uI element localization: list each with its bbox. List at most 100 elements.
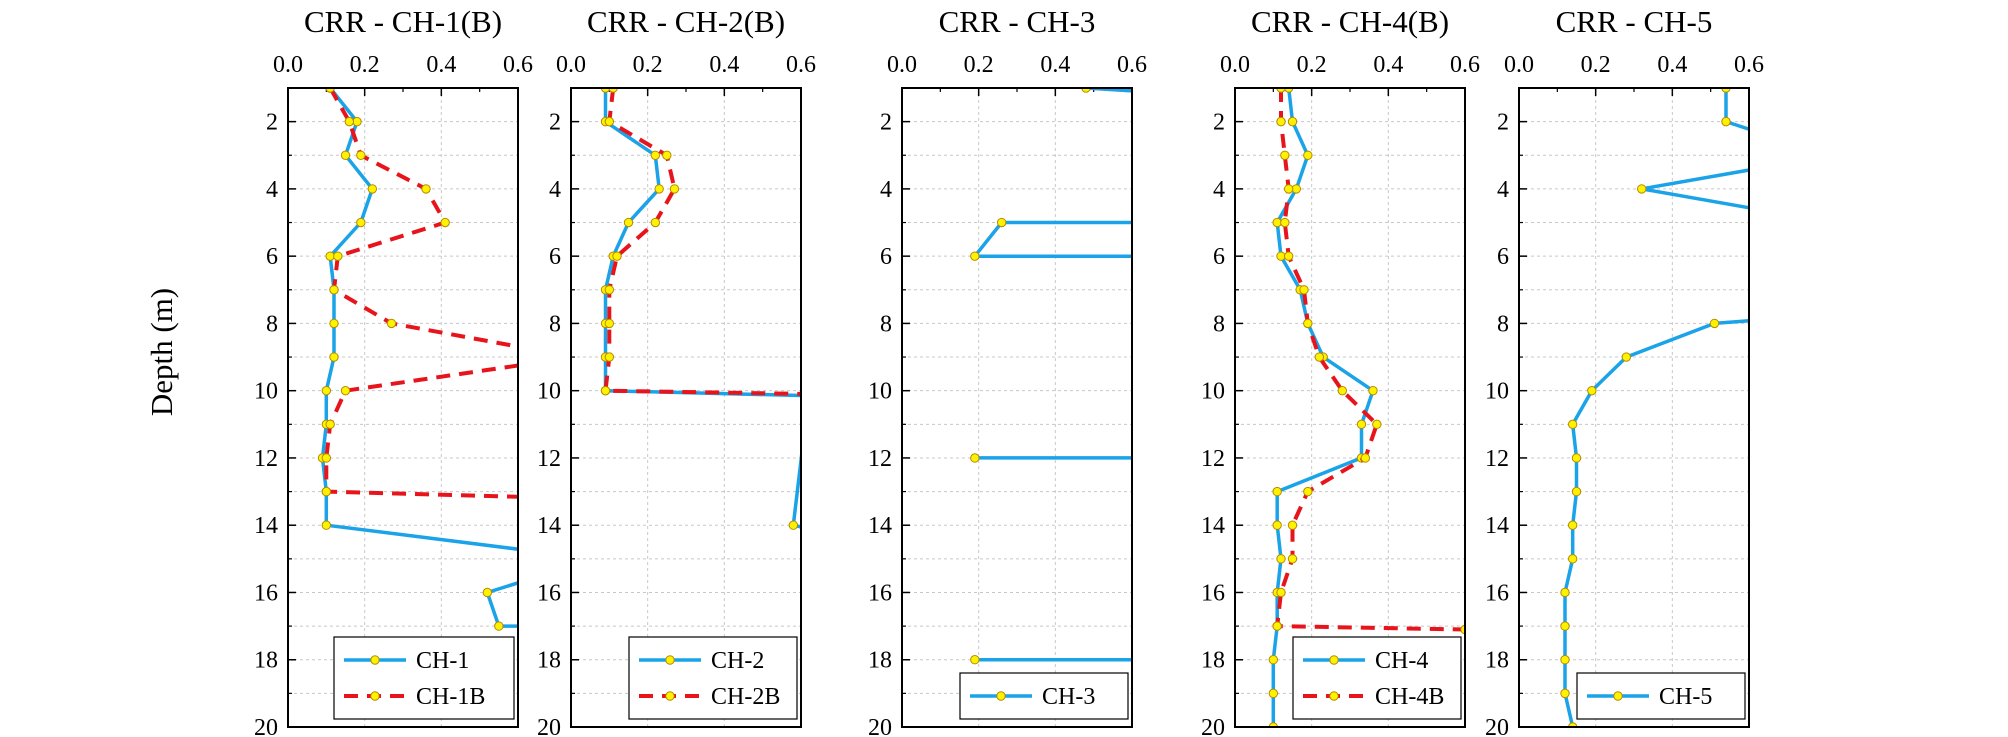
y-tick-label: 10 <box>537 379 561 405</box>
data-point-ch-1 <box>325 251 335 261</box>
data-point-ch-2b <box>604 285 615 295</box>
plot-frame <box>1234 87 1466 728</box>
data-point-ch-5 <box>1567 554 1578 564</box>
legend-box <box>628 636 798 720</box>
data-point-ch-5 <box>1560 587 1570 598</box>
y-tick-label: 4 <box>549 177 561 203</box>
x-tick-label: 0.4 <box>1373 52 1403 78</box>
y-tick-label: 10 <box>1201 379 1225 405</box>
y-tick-label: 6 <box>1497 244 1509 270</box>
legend-box <box>1292 636 1462 720</box>
y-tick-label: 8 <box>549 311 561 337</box>
y-tick-label: 12 <box>254 446 278 472</box>
y-tick-label: 14 <box>1485 513 1509 539</box>
data-point-ch-4 <box>1272 520 1282 530</box>
data-point-ch-4b <box>1372 419 1382 430</box>
data-point-ch-2 <box>654 184 664 194</box>
chart-title: CRR - CH-1(B) <box>304 4 502 39</box>
data-point-ch-3 <box>970 655 980 665</box>
x-tick-label: 0.4 <box>709 52 739 78</box>
legend-label: CH-2B <box>711 684 780 710</box>
data-point-ch-4 <box>1268 655 1279 665</box>
y-tick-label: 2 <box>549 110 561 136</box>
data-point-ch-1b <box>321 486 332 497</box>
y-tick-label: 6 <box>266 244 278 270</box>
y-tick-label: 14 <box>868 513 892 539</box>
series-group <box>970 88 1132 665</box>
data-point-ch-5 <box>1560 688 1570 699</box>
y-tick-label: 8 <box>880 311 892 337</box>
chart-title: CRR - CH-5 <box>1556 4 1713 39</box>
chart-title: CRR - CH-4(B) <box>1251 4 1449 39</box>
data-point-ch-5 <box>1621 352 1632 362</box>
data-point-ch-1 <box>329 352 339 362</box>
y-tick-label: 6 <box>549 244 561 270</box>
y-tick-label: 12 <box>868 446 892 472</box>
x-tick-label: 0.0 <box>1504 52 1534 78</box>
plot-frame <box>570 87 802 728</box>
chart-panel-3: CRR - CH-3 0.0 0.2 0.4 0.6 2 4 6 8 10 12 14 16 18 20 CH… <box>868 4 1147 737</box>
data-point-ch-4b <box>1303 318 1313 329</box>
data-point-ch-4b <box>1276 587 1286 598</box>
data-point-ch-4b <box>1283 251 1294 261</box>
x-tick-label: 0.0 <box>887 52 917 78</box>
data-point-ch-2b <box>600 385 611 396</box>
data-point-ch-1b <box>421 184 431 194</box>
series-line-ch-4b <box>1275 88 1465 632</box>
y-tick-label: 10 <box>254 379 278 405</box>
series-group <box>317 88 579 631</box>
data-point-ch-3 <box>970 453 980 463</box>
x-tick-label: 0.6 <box>1117 52 1147 78</box>
gridlines <box>287 87 519 728</box>
y-axis-label: Depth (m) <box>144 288 179 416</box>
data-point-ch-2 <box>650 150 661 160</box>
data-point-ch-1 <box>321 385 332 396</box>
data-point-ch-1b <box>340 385 351 396</box>
legend: CH-4 CH-4B <box>1292 636 1462 720</box>
y-tick-label: 4 <box>1497 177 1509 203</box>
x-tick-label: 0.0 <box>273 52 303 78</box>
data-point-ch-1 <box>367 184 378 194</box>
data-point-ch-4b <box>1303 486 1313 497</box>
y-tick-label: 18 <box>868 648 892 674</box>
series-line-ch-1b <box>324 88 518 499</box>
legend-label: CH-1B <box>416 684 485 710</box>
chart-title: CRR - CH-2(B) <box>587 4 785 39</box>
y-tick-label: 20 <box>254 715 278 737</box>
data-point-ch-1 <box>321 520 332 530</box>
series-line-ch-2 <box>603 88 801 529</box>
data-point-ch-3 <box>970 251 980 261</box>
y-tick-label: 8 <box>266 311 278 337</box>
legend-marker <box>1613 691 1623 701</box>
data-point-ch-4 <box>1368 385 1378 396</box>
x-tick-label: 0.2 <box>964 52 994 78</box>
y-tick-label: 6 <box>880 244 892 270</box>
data-point-ch-4b <box>1337 385 1348 396</box>
data-point-ch-2b <box>662 150 672 160</box>
series-line-ch-2b <box>603 88 801 396</box>
data-point-ch-4b <box>1280 150 1290 160</box>
data-point-ch-4b <box>1460 624 1465 635</box>
data-point-ch-1b <box>321 453 332 463</box>
data-point-ch-4 <box>1272 217 1282 228</box>
x-tick-label: 0.0 <box>556 52 586 78</box>
data-point-ch-1 <box>494 621 504 631</box>
y-tick-label: 8 <box>1213 311 1225 337</box>
y-tick-label: 16 <box>1485 580 1509 606</box>
data-point-ch-2 <box>804 723 812 731</box>
data-point-ch-4 <box>1287 116 1298 127</box>
data-point-ch-1b <box>571 494 579 502</box>
y-tick-label: 18 <box>1485 648 1509 674</box>
data-point-ch-2b <box>604 352 615 362</box>
data-point-ch-4 <box>1356 419 1367 430</box>
legend-label: CH-5 <box>1659 684 1712 710</box>
data-point-ch-1b <box>386 318 397 329</box>
y-tick-label: 10 <box>868 379 892 405</box>
y-tick-label: 18 <box>537 648 561 674</box>
series-group <box>600 88 812 731</box>
legend-marker <box>665 691 675 701</box>
y-tick-label: 14 <box>1201 513 1225 539</box>
gridlines <box>1234 87 1466 728</box>
x-tick-label: 0.6 <box>1734 52 1764 78</box>
y-tick-label: 10 <box>1485 379 1509 405</box>
